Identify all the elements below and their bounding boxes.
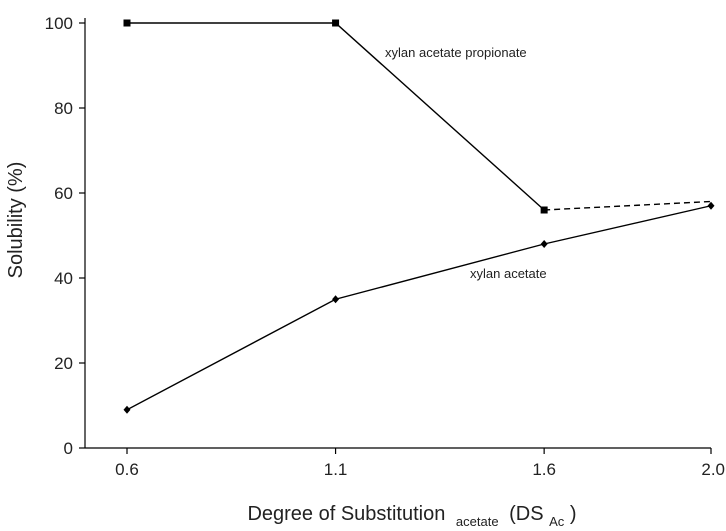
series-label: xylan acetate <box>470 266 547 281</box>
x-tick-label: 1.6 <box>532 460 556 479</box>
series-layer: xylan acetate propionate xylan acetate <box>123 19 715 414</box>
series-line <box>126 205 712 411</box>
data-point-diamond <box>332 295 340 304</box>
x-axis-title-paren-close: ) <box>570 503 577 525</box>
x-axis-title-sub: acetate <box>456 514 499 529</box>
data-point-square <box>123 19 131 27</box>
x-axis-title: Degree of Substitution acetate (DS Ac ) <box>247 503 576 531</box>
y-tick-label: 40 <box>54 269 73 288</box>
y-tick-label: 0 <box>64 439 73 458</box>
x-axis-title-paren: (DS <box>509 503 543 525</box>
y-tick-label: 60 <box>54 184 73 203</box>
x-axis-title-paren-sub: Ac <box>549 514 565 529</box>
x-ticks: 0.6 1.1 1.6 2.0 <box>115 448 725 479</box>
x-tick-label: 1.1 <box>324 460 348 479</box>
data-point-square <box>332 19 340 27</box>
y-axis-title: Solubility (%) <box>5 162 27 279</box>
series-dashed-extension <box>544 200 712 211</box>
series-xylan-acetate: xylan acetate <box>123 201 715 414</box>
data-point-square <box>540 206 548 214</box>
series-xylan-acetate-propionate: xylan acetate propionate <box>123 19 712 214</box>
y-tick-label: 100 <box>45 14 73 33</box>
data-point-diamond <box>123 405 131 414</box>
series-label: xylan acetate propionate <box>385 45 527 60</box>
x-tick-label: 2.0 <box>701 460 725 479</box>
axes <box>84 18 711 449</box>
y-tick-label: 20 <box>54 354 73 373</box>
y-tick-label: 80 <box>54 99 73 118</box>
x-axis-title-main: Degree of Substitution <box>247 503 445 525</box>
data-point-diamond <box>707 201 715 210</box>
y-ticks: 0 20 40 60 80 100 <box>45 14 85 458</box>
x-tick-label: 0.6 <box>115 460 139 479</box>
data-point-diamond <box>540 240 548 248</box>
